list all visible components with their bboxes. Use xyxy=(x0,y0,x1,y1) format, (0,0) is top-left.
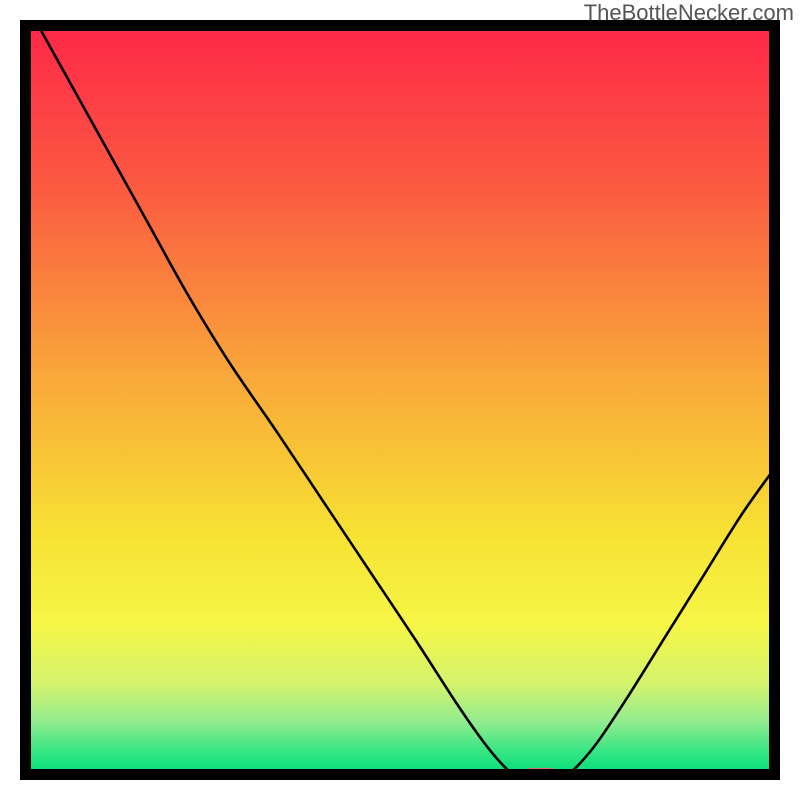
chart-svg xyxy=(0,0,800,800)
bottleneck-chart: TheBottleNecker.com xyxy=(0,0,800,800)
attribution-label: TheBottleNecker.com xyxy=(584,0,794,26)
gradient-background xyxy=(26,26,775,775)
